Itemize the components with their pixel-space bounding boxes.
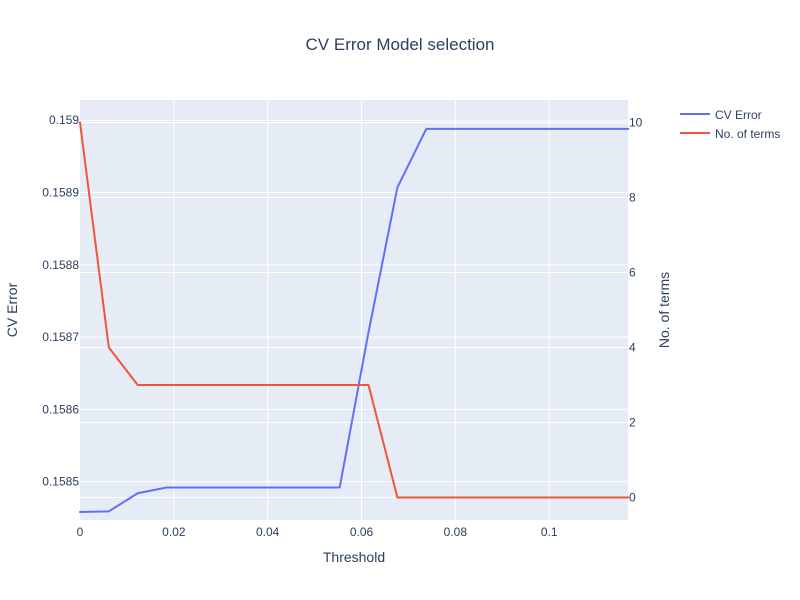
legend-item-no-of-terms[interactable]: No. of terms: [680, 127, 780, 141]
series-line-no-of-terms: [79, 121, 630, 499]
y2-tick-label: 10: [629, 116, 643, 130]
x-tick-label: 0.1: [541, 525, 558, 539]
tick-labels: 0 0.02 0.04 0.06 0.08 0.1 0.1585 0.1586 0.1587 0.…: [42, 113, 642, 539]
y-tick-label: 0.159: [49, 113, 79, 127]
legend-label-cv-error: CV Error: [715, 108, 762, 122]
y-tick-label: 0.1587: [42, 330, 79, 344]
x-tick-label: 0: [77, 525, 84, 539]
x-axis-title: Threshold: [323, 549, 385, 565]
series-lines: [79, 121, 630, 514]
legend: CV Error No. of terms: [680, 108, 780, 141]
series-line-cv-error: [79, 127, 630, 514]
legend-item-cv-error[interactable]: CV Error: [680, 108, 762, 122]
x-tick-label: 0.08: [444, 525, 468, 539]
y-tick-label: 0.1588: [42, 258, 79, 272]
y-tick-label: 0.1586: [42, 402, 79, 416]
y2-tick-label: 6: [629, 266, 636, 280]
legend-label-no-of-terms: No. of terms: [715, 127, 780, 141]
y2-tick-label: 8: [629, 191, 636, 205]
y-axis-title: CV Error: [4, 282, 20, 337]
y2-axis-title: No. of terms: [656, 272, 672, 348]
grid-lines: [80, 100, 628, 520]
y2-tick-label: 2: [629, 416, 636, 430]
y-tick-label: 0.1589: [42, 186, 79, 200]
y2-tick-label: 4: [629, 341, 636, 355]
y2-tick-label: 0: [629, 491, 636, 505]
y-tick-label: 0.1585: [42, 475, 79, 489]
plot-area: [80, 100, 628, 520]
x-tick-label: 0.04: [256, 525, 280, 539]
chart-title: CV Error Model selection: [306, 35, 495, 54]
x-tick-label: 0.06: [350, 525, 374, 539]
x-tick-label: 0.02: [162, 525, 186, 539]
